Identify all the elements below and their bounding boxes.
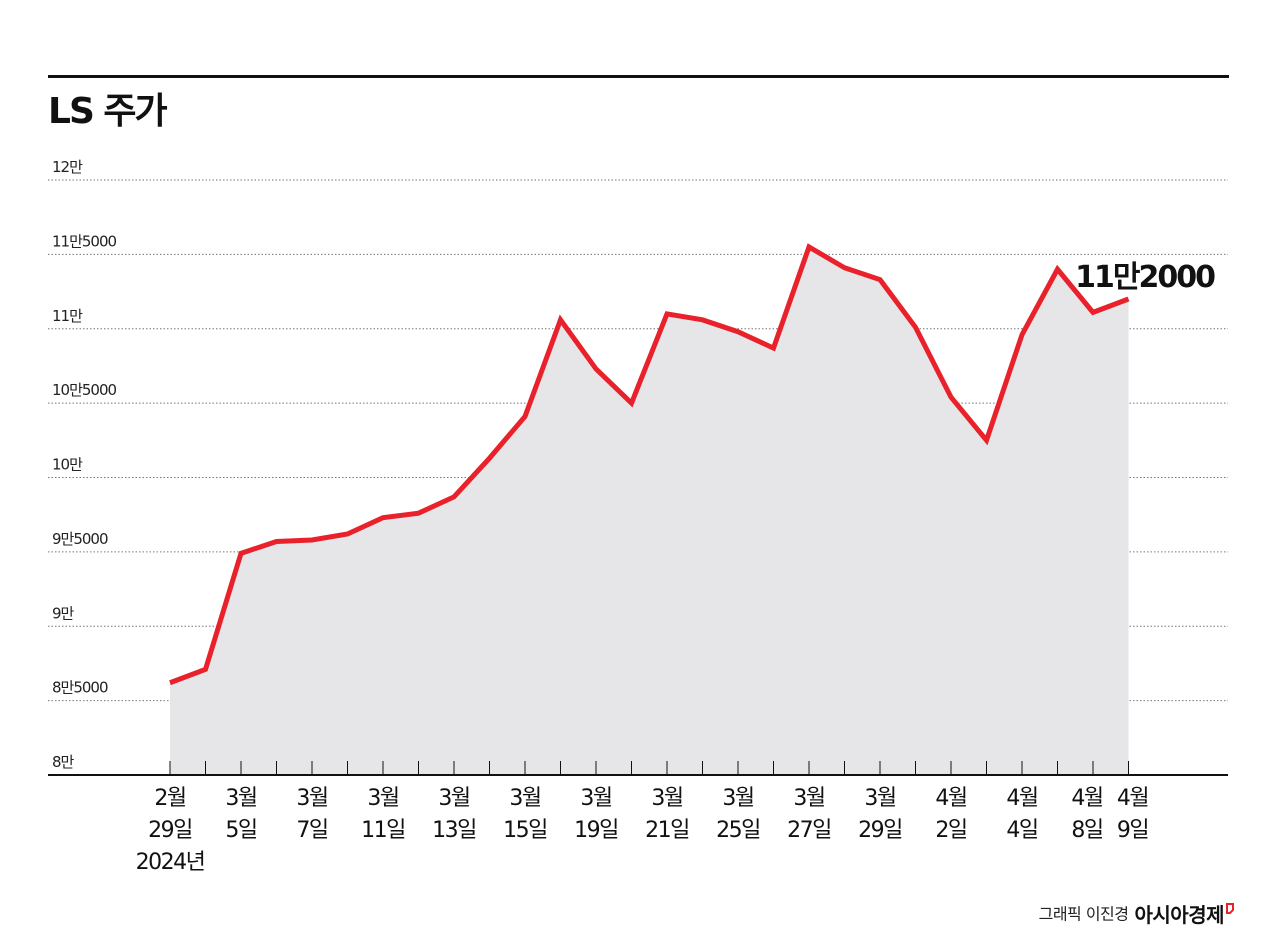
price-area [170, 246, 1129, 775]
x-tick-label-line: 3월 [793, 786, 824, 811]
x-tick-label: 3월 11일 [361, 786, 405, 843]
x-tick-label-line: 3월 [864, 786, 895, 811]
x-tick-label: 2월 29일 2024년 [136, 786, 205, 875]
x-tick-label-line: 29일 [148, 818, 192, 843]
x-tick-label: 4월 8일 [1071, 786, 1102, 843]
x-tick-label: 3월 19일 [574, 786, 618, 843]
x-tick-label-line: 3월 [580, 786, 611, 811]
price-line [169, 243, 1130, 686]
y-tick-label: 8만 [52, 753, 75, 771]
y-tick-label: 11만 [52, 307, 83, 325]
x-tick-label-line: 4일 [1006, 818, 1037, 843]
y-tick-label: 8만5000 [52, 679, 108, 697]
x-tick-label-line: 3월 [722, 786, 753, 811]
credit: 그래픽 이진경 아시아경제 [1038, 899, 1234, 930]
x-tick-label: 4월 2일 [935, 786, 966, 843]
y-tick-label: 10만5000 [52, 381, 117, 399]
x-tick-label-line: 13일 [432, 818, 476, 843]
x-tick-label-line: 3월 [367, 786, 398, 811]
x-tick-label-line: 3월 [438, 786, 469, 811]
x-tick-label-line: 19일 [574, 818, 618, 843]
x-tick-label-line: 15일 [503, 818, 547, 843]
publisher-mark-icon [1226, 903, 1234, 914]
y-tick-label: 10만 [52, 456, 83, 474]
x-axis [48, 761, 1228, 776]
x-tick-label-line: 27일 [787, 818, 831, 843]
x-tick-label-line: 9일 [1117, 818, 1148, 843]
x-tick-label: 3월 5일 [225, 786, 256, 843]
x-tick-label: 3월 25일 [716, 786, 760, 843]
end-value-label: 11만2000 [1075, 260, 1215, 295]
x-tick-label-line: 25일 [716, 818, 760, 843]
x-tick-label-line: 2024년 [136, 850, 205, 875]
x-tick-label-line: 21일 [645, 818, 689, 843]
graphic-credit: 그래픽 이진경 [1038, 904, 1129, 924]
x-tick-label-line: 2월 [154, 786, 185, 811]
x-tick-label-line: 11일 [361, 818, 405, 843]
x-tick-label-line: 3월 [651, 786, 682, 811]
y-tick-label: 9만 [52, 604, 75, 622]
x-tick-label: 3월 13일 [432, 786, 476, 843]
y-tick-label: 9만5000 [52, 530, 108, 548]
x-tick-label-line: 3월 [296, 786, 327, 811]
x-tick-label: 4월 4일 [1006, 786, 1037, 843]
publisher-logo-text: 아시아경제 [1134, 902, 1225, 927]
x-tick-label-line: 4월 [1006, 786, 1037, 811]
area-fill [170, 246, 1129, 775]
x-tick-label-line: 3월 [225, 786, 256, 811]
x-tick-label: 3월 27일 [787, 786, 831, 843]
price-line-series [169, 243, 1130, 686]
axis-labels: 12만 11만5000 11만 10만5000 10만 9만5000 9만 8만5000 8만 2… [52, 158, 1217, 875]
top-rule [48, 75, 1229, 78]
x-tick-label-line: 3월 [509, 786, 540, 811]
x-tick-label: 3월 21일 [645, 786, 689, 843]
x-tick-label-line: 2일 [935, 818, 966, 843]
x-tick-label: 3월 15일 [503, 786, 547, 843]
x-tick-label-line: 5일 [225, 818, 256, 843]
x-tick-label-line: 4월 [935, 786, 966, 811]
y-tick-label: 11만5000 [52, 232, 117, 250]
x-tick-label-line: 4월 [1117, 786, 1148, 811]
x-tick-label: 3월 29일 [858, 786, 902, 843]
chart-title: LS 주가 [48, 91, 168, 132]
x-tick-label: 3월 7일 [296, 786, 327, 843]
y-tick-label: 12만 [52, 158, 83, 176]
x-tick-label-line: 4월 [1071, 786, 1102, 811]
x-tick-label-line: 8일 [1071, 818, 1102, 843]
x-tick-label-line: 29일 [858, 818, 902, 843]
x-tick-label: 4월 9일 [1117, 786, 1148, 843]
x-tick-label-line: 7일 [296, 818, 327, 843]
